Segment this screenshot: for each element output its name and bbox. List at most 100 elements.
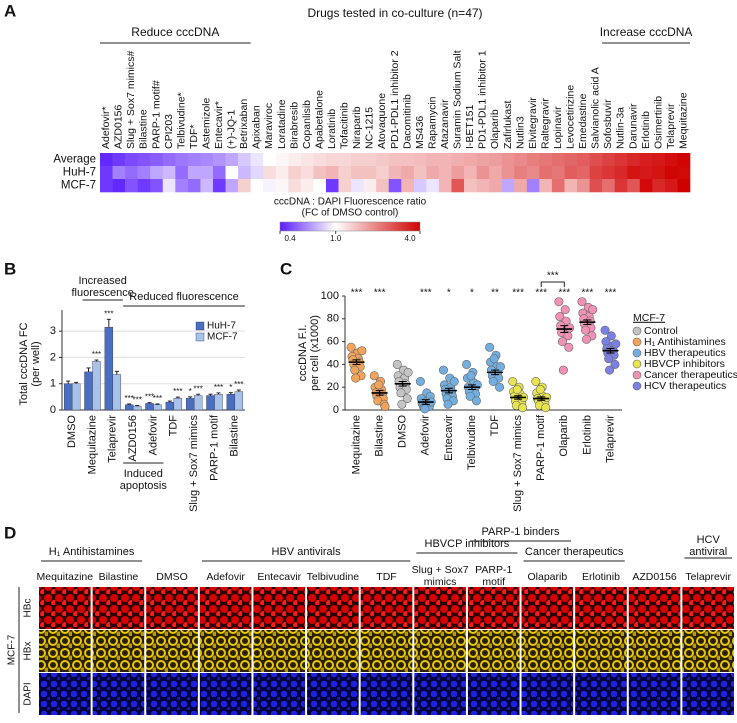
significance: ***: [92, 350, 101, 359]
group-label: HCV: [697, 534, 721, 546]
heat-cell: [187, 166, 201, 180]
legend-marker: [632, 326, 642, 336]
x-tick-label: Telbivudine: [466, 415, 478, 470]
dot: [555, 312, 565, 322]
x-tick-label: AZD0156: [127, 415, 139, 461]
heat-cell: [225, 153, 239, 167]
x-tick-label: TDF: [168, 415, 180, 437]
heat-cell: [238, 153, 251, 167]
drug-label: PD1-PDL1 inhibitor 2: [389, 50, 401, 149]
dot: [581, 334, 591, 344]
dot: [466, 371, 476, 381]
panel-label: C: [280, 259, 292, 278]
heat-cell: [438, 166, 452, 180]
drug-label: Rapamycin: [426, 96, 438, 149]
heat-cell: [602, 166, 615, 180]
drug-label: Maraviroc: [263, 103, 275, 149]
row-label: DAPI: [23, 682, 34, 705]
drug-label: Olaparib: [489, 109, 501, 149]
x-tick-label: Bilastine: [374, 415, 386, 457]
x-tick-label: Mequitazine: [350, 415, 362, 474]
heat-cell: [489, 179, 503, 193]
heat-cell: [212, 179, 226, 193]
heat-cell: [652, 179, 666, 193]
heat-cell: [539, 179, 553, 193]
heat-cell: [338, 179, 352, 193]
heat-cell: [212, 153, 226, 167]
heat-cell: [200, 153, 214, 167]
group-label: Cancer therapeutics: [525, 546, 624, 558]
dot: [512, 384, 522, 394]
group-label: antiviral: [689, 546, 727, 558]
x-tick-label: Bilastine: [229, 415, 241, 457]
heat-cell: [225, 166, 239, 180]
x-tick-label: Adefovir: [147, 415, 159, 456]
micrograph: [307, 587, 359, 629]
x-tick-label: Entecavir: [443, 415, 455, 461]
dot: [560, 305, 570, 315]
legend-swatch: [195, 332, 205, 342]
micrograph: [92, 587, 145, 629]
micrograph: [360, 673, 413, 715]
drug-label: Atovaquone: [376, 93, 388, 149]
drug-label: Levocetirizine: [565, 85, 577, 149]
heat-cell: [501, 179, 515, 193]
bar: [165, 401, 175, 411]
micrograph: [360, 630, 413, 672]
significance: *: [189, 387, 192, 396]
heat-cell: [539, 166, 553, 180]
dot: [604, 354, 614, 364]
bar: [84, 371, 93, 411]
heat-cell: [501, 153, 515, 167]
dot: [488, 376, 498, 386]
x-tick-label: Slug + Sox7 mimics: [188, 415, 200, 512]
heat-cell: [526, 153, 540, 167]
heat-cell: [501, 166, 515, 180]
heat-cell: [627, 153, 641, 167]
micrograph: [467, 587, 520, 629]
heat-cell: [200, 166, 214, 180]
heat-cell: [351, 179, 364, 193]
column-label: mimics: [424, 576, 457, 588]
dot: [380, 402, 390, 412]
column-label: PARP-1: [475, 564, 512, 576]
significance: **: [491, 288, 499, 299]
dot: [420, 404, 430, 414]
heat-cell: [401, 166, 415, 180]
legend-marker: [632, 370, 642, 380]
micrograph: [414, 630, 466, 672]
drug-label: (+)-JQ-1: [226, 109, 238, 149]
micrograph: [682, 587, 734, 629]
dot: [369, 371, 379, 381]
annotation: fluorescence: [71, 287, 133, 299]
dot: [485, 342, 495, 352]
heat-cell: [476, 153, 490, 167]
heat-cell: [664, 166, 678, 180]
drug-label: NC-1215: [364, 107, 376, 149]
column-label: Slug + Sox7: [412, 564, 469, 576]
heat-cell: [351, 153, 364, 167]
heat-cell: [489, 153, 503, 167]
significance: ***: [351, 288, 363, 299]
group-label: HBVCP inhibitors: [425, 538, 510, 550]
heat-cell: [212, 166, 226, 180]
dot: [577, 297, 587, 307]
heat-cell: [313, 153, 327, 167]
annotation: Increased: [79, 275, 127, 287]
heat-cell: [664, 179, 678, 193]
drug-label: Telaprevir: [665, 103, 677, 149]
y-axis-label: per cell (x1000): [309, 315, 321, 391]
heat-cell: [577, 179, 590, 193]
heat-cell: [401, 153, 415, 167]
bar: [226, 394, 236, 411]
heat-cell: [526, 179, 540, 193]
row-label: MCF-7: [61, 180, 96, 192]
dot: [449, 376, 459, 386]
x-tick-label: Mequitazine: [86, 415, 98, 474]
heat-cell: [275, 153, 289, 167]
micrograph: [199, 630, 252, 672]
significance: ***: [535, 288, 547, 299]
heat-cell: [589, 153, 603, 167]
drug-label: PARP-1 motif#: [150, 80, 162, 149]
heat-cell: [413, 166, 427, 180]
